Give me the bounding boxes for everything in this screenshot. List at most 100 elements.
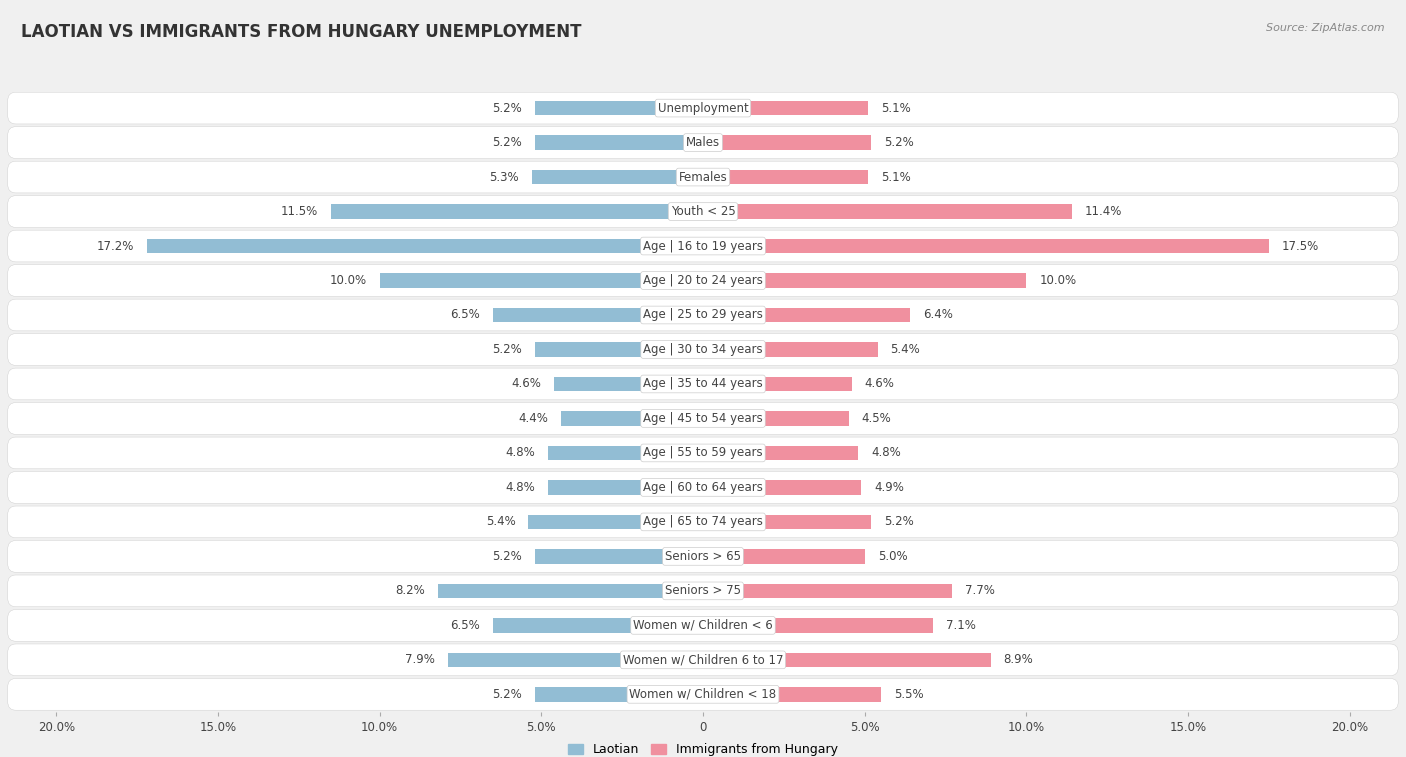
Text: 10.0%: 10.0%: [1039, 274, 1077, 287]
Text: Age | 35 to 44 years: Age | 35 to 44 years: [643, 378, 763, 391]
Bar: [703, 273, 1026, 288]
Text: Age | 60 to 64 years: Age | 60 to 64 years: [643, 481, 763, 494]
Text: 6.5%: 6.5%: [450, 309, 479, 322]
Text: 4.6%: 4.6%: [512, 378, 541, 391]
Text: 5.2%: 5.2%: [492, 136, 522, 149]
Text: 4.8%: 4.8%: [505, 447, 534, 459]
Bar: [534, 549, 703, 564]
Bar: [703, 204, 1071, 219]
Bar: [703, 342, 877, 357]
Bar: [494, 618, 703, 633]
Bar: [703, 549, 865, 564]
Text: 5.2%: 5.2%: [492, 101, 522, 114]
Text: Youth < 25: Youth < 25: [671, 205, 735, 218]
Text: 5.2%: 5.2%: [884, 516, 914, 528]
Bar: [534, 342, 703, 357]
Text: 5.0%: 5.0%: [877, 550, 907, 563]
Text: 10.0%: 10.0%: [329, 274, 367, 287]
Bar: [703, 618, 932, 633]
Bar: [703, 411, 849, 425]
Bar: [703, 101, 868, 115]
FancyBboxPatch shape: [7, 299, 1399, 331]
Text: 7.1%: 7.1%: [946, 619, 976, 632]
Text: 5.1%: 5.1%: [882, 170, 911, 183]
Bar: [703, 584, 952, 598]
FancyBboxPatch shape: [7, 644, 1399, 676]
Text: Males: Males: [686, 136, 720, 149]
FancyBboxPatch shape: [7, 609, 1399, 641]
Text: Age | 45 to 54 years: Age | 45 to 54 years: [643, 412, 763, 425]
Text: 4.9%: 4.9%: [875, 481, 904, 494]
Text: 11.4%: 11.4%: [1084, 205, 1122, 218]
FancyBboxPatch shape: [7, 506, 1399, 537]
Text: 11.5%: 11.5%: [281, 205, 318, 218]
Text: Women w/ Children < 6: Women w/ Children < 6: [633, 619, 773, 632]
Text: Women w/ Children 6 to 17: Women w/ Children 6 to 17: [623, 653, 783, 666]
Text: 5.3%: 5.3%: [489, 170, 519, 183]
Bar: [703, 687, 882, 702]
Text: Age | 55 to 59 years: Age | 55 to 59 years: [643, 447, 763, 459]
FancyBboxPatch shape: [7, 265, 1399, 297]
Text: 17.5%: 17.5%: [1282, 239, 1319, 253]
FancyBboxPatch shape: [7, 575, 1399, 607]
Bar: [703, 377, 852, 391]
Text: Age | 30 to 34 years: Age | 30 to 34 years: [643, 343, 763, 356]
Text: Age | 16 to 19 years: Age | 16 to 19 years: [643, 239, 763, 253]
Bar: [531, 170, 703, 184]
Text: 8.2%: 8.2%: [395, 584, 425, 597]
Text: Women w/ Children < 18: Women w/ Children < 18: [630, 688, 776, 701]
Bar: [534, 136, 703, 150]
FancyBboxPatch shape: [7, 472, 1399, 503]
Text: LAOTIAN VS IMMIGRANTS FROM HUNGARY UNEMPLOYMENT: LAOTIAN VS IMMIGRANTS FROM HUNGARY UNEMP…: [21, 23, 582, 41]
Bar: [554, 377, 703, 391]
Bar: [529, 515, 703, 529]
FancyBboxPatch shape: [7, 230, 1399, 262]
FancyBboxPatch shape: [7, 161, 1399, 193]
Legend: Laotian, Immigrants from Hungary: Laotian, Immigrants from Hungary: [562, 738, 844, 757]
Bar: [703, 480, 862, 494]
Text: Unemployment: Unemployment: [658, 101, 748, 114]
Bar: [332, 204, 703, 219]
FancyBboxPatch shape: [7, 403, 1399, 435]
Bar: [494, 308, 703, 322]
Text: 4.8%: 4.8%: [505, 481, 534, 494]
Text: Seniors > 65: Seniors > 65: [665, 550, 741, 563]
Bar: [561, 411, 703, 425]
Text: 7.9%: 7.9%: [405, 653, 434, 666]
FancyBboxPatch shape: [7, 92, 1399, 124]
Text: Age | 25 to 29 years: Age | 25 to 29 years: [643, 309, 763, 322]
Bar: [703, 653, 991, 667]
Text: 4.6%: 4.6%: [865, 378, 894, 391]
Text: 8.9%: 8.9%: [1004, 653, 1033, 666]
FancyBboxPatch shape: [7, 334, 1399, 366]
Text: 4.8%: 4.8%: [872, 447, 901, 459]
Bar: [703, 446, 858, 460]
Bar: [703, 170, 868, 184]
Text: 5.2%: 5.2%: [492, 550, 522, 563]
Text: 4.4%: 4.4%: [517, 412, 548, 425]
Text: Source: ZipAtlas.com: Source: ZipAtlas.com: [1267, 23, 1385, 33]
Bar: [703, 515, 872, 529]
Bar: [548, 480, 703, 494]
Text: 6.4%: 6.4%: [922, 309, 953, 322]
Bar: [380, 273, 703, 288]
Bar: [548, 446, 703, 460]
Text: 17.2%: 17.2%: [97, 239, 134, 253]
Text: Females: Females: [679, 170, 727, 183]
Bar: [703, 238, 1270, 254]
Bar: [534, 101, 703, 115]
FancyBboxPatch shape: [7, 126, 1399, 158]
Text: 5.2%: 5.2%: [884, 136, 914, 149]
Bar: [146, 238, 703, 254]
FancyBboxPatch shape: [7, 540, 1399, 572]
Bar: [447, 653, 703, 667]
Text: 4.5%: 4.5%: [862, 412, 891, 425]
Text: Seniors > 75: Seniors > 75: [665, 584, 741, 597]
Bar: [437, 584, 703, 598]
FancyBboxPatch shape: [7, 678, 1399, 710]
Bar: [534, 687, 703, 702]
Text: 5.5%: 5.5%: [894, 688, 924, 701]
Text: 5.2%: 5.2%: [492, 343, 522, 356]
FancyBboxPatch shape: [7, 368, 1399, 400]
Text: 7.7%: 7.7%: [965, 584, 995, 597]
